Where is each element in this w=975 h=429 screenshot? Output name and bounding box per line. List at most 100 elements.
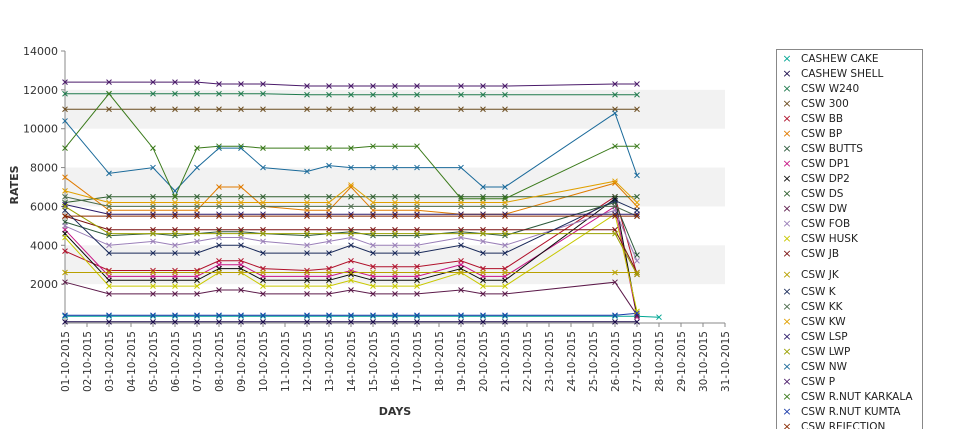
data-point	[480, 106, 486, 113]
data-point	[62, 313, 68, 320]
data-point	[150, 213, 156, 219]
data-point	[370, 291, 376, 297]
x-tick-label: 26-10-2015	[610, 331, 622, 392]
data-point	[348, 182, 354, 188]
legend-item: × CSW DP1	[777, 157, 922, 172]
data-point	[370, 91, 376, 98]
x-tick-label: 20-10-2015	[478, 331, 490, 392]
data-point	[150, 199, 156, 206]
data-point	[62, 106, 68, 113]
legend-marker: ×	[782, 360, 792, 373]
x-tick-label: 15-10-2015	[368, 331, 380, 392]
data-point	[502, 269, 508, 276]
legend-label: CSW 300	[801, 98, 849, 110]
data-point	[216, 90, 222, 97]
data-point	[612, 312, 618, 319]
data-point	[480, 238, 486, 245]
data-point	[62, 223, 68, 229]
legend-item: × CSW DW	[777, 202, 922, 217]
data-point	[106, 170, 112, 177]
data-point	[414, 143, 420, 150]
data-point	[326, 83, 332, 89]
data-point	[326, 162, 332, 169]
data-point	[634, 213, 640, 219]
legend-item: × CSW BB	[777, 112, 922, 127]
data-point	[634, 257, 640, 264]
x-tick-label: 01-10-2015	[60, 331, 72, 392]
data-point	[150, 269, 156, 276]
data-point	[414, 277, 420, 284]
data-point	[458, 211, 464, 218]
data-point	[172, 106, 178, 113]
data-point	[392, 263, 398, 270]
x-tick-label: 18-10-2015	[434, 331, 446, 392]
data-point	[458, 269, 464, 276]
data-point	[194, 211, 200, 218]
data-point	[326, 106, 332, 113]
data-point	[238, 318, 244, 325]
legend-item: × CSW KW	[777, 315, 922, 330]
data-point	[370, 106, 376, 113]
data-point	[392, 242, 398, 249]
legend-item: × CSW R.NUT KARKALA	[777, 390, 922, 405]
data-point	[62, 79, 68, 85]
data-point	[106, 269, 112, 276]
data-point	[260, 193, 266, 200]
legend-item: × CSW KK	[777, 300, 922, 315]
data-point	[150, 79, 156, 85]
data-point	[392, 106, 398, 113]
data-point	[414, 312, 420, 319]
data-point	[216, 213, 222, 219]
data-point	[480, 283, 486, 289]
data-point	[62, 318, 68, 325]
data-point	[106, 267, 112, 274]
legend-item: × CSW LWP	[777, 345, 922, 360]
data-point	[634, 211, 640, 218]
x-tick-label: 07-10-2015	[192, 331, 204, 392]
data-point	[150, 250, 156, 256]
data-point	[502, 211, 508, 218]
data-point	[502, 313, 508, 320]
data-point	[194, 291, 200, 297]
data-point	[392, 318, 398, 325]
data-point	[348, 287, 354, 293]
data-point	[150, 318, 156, 325]
data-point	[480, 211, 486, 218]
data-point	[392, 193, 398, 200]
data-point	[612, 91, 618, 98]
data-point	[238, 143, 244, 150]
data-point	[194, 106, 200, 113]
data-point	[304, 277, 310, 284]
data-point	[370, 164, 376, 171]
data-point	[634, 91, 640, 98]
data-point	[326, 211, 332, 218]
legend-item: × CSW JK	[777, 268, 922, 283]
series-line	[64, 281, 638, 316]
data-point	[392, 312, 398, 319]
data-point	[370, 143, 376, 150]
data-point	[150, 267, 156, 274]
legend-marker: ×	[782, 97, 792, 110]
legend-label: CSW R.NUT KARKALA	[801, 391, 913, 403]
data-point	[304, 193, 310, 200]
data-point	[150, 90, 156, 97]
data-point	[216, 230, 222, 237]
data-point	[194, 230, 200, 237]
data-point	[502, 184, 508, 190]
data-point	[414, 313, 420, 320]
data-point	[348, 106, 354, 113]
data-point	[106, 318, 112, 325]
data-point	[172, 199, 178, 206]
legend-label: CSW R.NUT KUMTA	[801, 406, 901, 418]
legend-marker: ×	[782, 300, 792, 313]
data-point	[480, 291, 486, 297]
data-point	[414, 269, 420, 276]
data-point	[414, 164, 420, 171]
data-point	[634, 318, 640, 325]
data-point	[106, 79, 112, 85]
data-point	[348, 242, 354, 249]
data-point	[392, 211, 398, 218]
data-point	[612, 230, 618, 237]
legend-marker: ×	[782, 268, 792, 281]
